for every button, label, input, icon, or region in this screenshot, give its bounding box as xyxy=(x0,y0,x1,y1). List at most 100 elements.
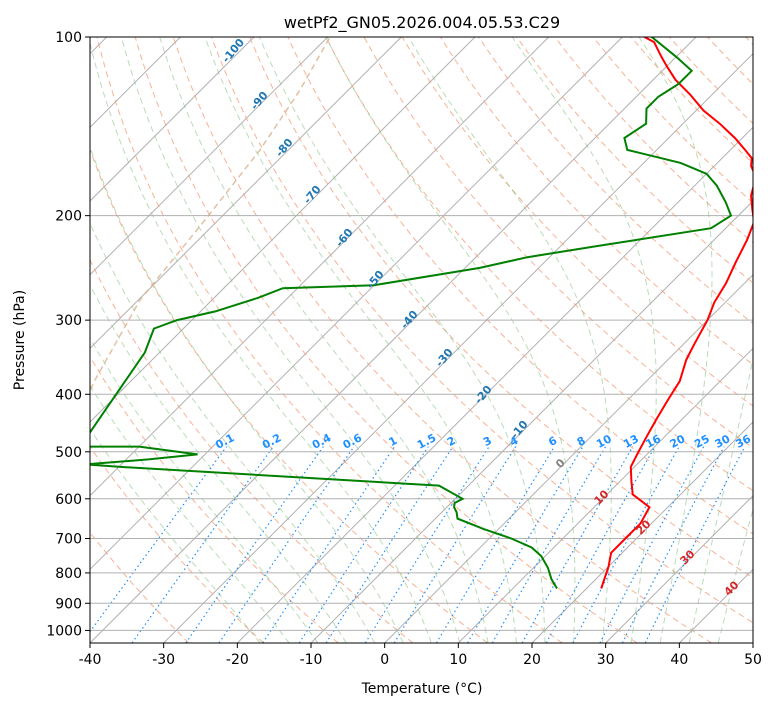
dry-adiabat xyxy=(745,37,753,46)
background-lines xyxy=(90,37,753,643)
mixing-ratio-label: 1 xyxy=(387,434,400,449)
y-tick-label: 700 xyxy=(55,532,82,548)
mixing-ratio-label: 13 xyxy=(621,432,641,451)
chart-title: wetPf2_GN05.2026.004.05.53.C29 xyxy=(284,13,560,33)
dry-adiabat-label: -50 xyxy=(364,268,387,292)
moist-adiabat xyxy=(90,41,432,643)
mixing-ratio-label: 0.2 xyxy=(260,431,283,452)
mixing-ratio-line xyxy=(545,446,656,643)
moist-adiabat xyxy=(90,221,376,643)
isotherm xyxy=(236,126,753,643)
dry-adiabat-label: -60 xyxy=(333,226,356,250)
moist-adiabat xyxy=(90,428,261,643)
x-axis-label: Temperature (°C) xyxy=(361,681,483,697)
y-tick-label: 400 xyxy=(55,387,82,403)
mixing-ratio-line xyxy=(621,446,725,643)
dry-adiabat xyxy=(90,531,190,643)
dry-adiabat-label: -20 xyxy=(472,383,495,407)
dry-adiabat xyxy=(478,37,753,325)
x-tick-label: -20 xyxy=(226,652,249,668)
mixing-ratio-line xyxy=(364,446,490,643)
mixing-ratio-line xyxy=(572,446,680,643)
line-labels: 0.1 0.2 0.4 0.6 1 1.5 2 3 4 6 8 10 13 16 20 25 30 36-100-… xyxy=(213,36,753,599)
dry-adiabat-label: -80 xyxy=(273,136,296,160)
mixing-ratio-label: 10 xyxy=(594,432,614,451)
mixing-ratio-line xyxy=(90,446,228,633)
dry-adiabat xyxy=(516,37,753,284)
x-tick-label: -30 xyxy=(152,652,175,668)
x-tick-label: 40 xyxy=(670,652,688,668)
temperature-profile xyxy=(600,37,753,589)
dry-adiabat xyxy=(90,445,264,643)
dry-adiabat xyxy=(249,37,753,579)
x-tick-label: -10 xyxy=(300,652,323,668)
dry-adiabat xyxy=(401,37,753,407)
isotherm xyxy=(457,347,753,643)
moist-adiabat xyxy=(90,283,347,643)
moist-adiabat xyxy=(90,337,319,643)
dry-adiabat xyxy=(630,37,753,164)
moist-adiabat-label: 10 xyxy=(592,487,612,507)
isotherm xyxy=(90,37,476,423)
mixing-ratio-line xyxy=(185,446,324,643)
dry-adiabat-label: -100 xyxy=(219,36,247,66)
dry-adiabat xyxy=(172,37,712,643)
dry-adiabat xyxy=(90,148,488,643)
mixing-ratio-label: 0.4 xyxy=(310,431,334,452)
isotherm xyxy=(90,37,329,276)
dry-adiabat xyxy=(90,355,339,643)
moist-adiabat-label: 30 xyxy=(678,547,698,567)
moist-adiabat xyxy=(408,37,612,643)
mixing-ratio-label: 16 xyxy=(643,432,663,451)
y-axis-ticks: 100 200 300 400 500 600 700 800 900 1000 xyxy=(46,30,90,639)
dry-adiabat xyxy=(211,37,753,624)
mixing-ratio-label: 25 xyxy=(692,432,712,451)
moist-adiabat xyxy=(688,356,753,643)
profiles xyxy=(90,37,753,590)
dry-adiabat xyxy=(363,37,753,449)
mixing-ratio-label: 20 xyxy=(668,432,688,451)
isotherm xyxy=(90,37,623,571)
dry-adiabat xyxy=(90,258,414,643)
moist-adiabat xyxy=(717,507,753,643)
mixing-ratio-line xyxy=(393,446,517,643)
isotherm xyxy=(90,37,255,202)
x-tick-label: 20 xyxy=(523,652,541,668)
y-tick-label: 300 xyxy=(55,313,82,329)
y-tick-label: 800 xyxy=(55,566,82,582)
mixing-ratio-line xyxy=(262,446,396,643)
mixing-ratio-label: 1.5 xyxy=(415,431,438,452)
moist-adiabat xyxy=(638,37,713,643)
isotherm xyxy=(90,37,402,350)
dry-adiabat-label: -30 xyxy=(433,346,456,370)
dewpoint-profile xyxy=(90,37,733,590)
dry-adiabat xyxy=(134,37,638,643)
isotherm xyxy=(678,568,753,643)
x-tick-label: -40 xyxy=(79,652,102,668)
moist-adiabat xyxy=(258,37,546,643)
mixing-ratio-line xyxy=(491,446,607,643)
y-tick-label: 200 xyxy=(55,209,82,225)
mixing-ratio-label: 0.6 xyxy=(341,431,365,452)
mixing-ratio-label: 6 xyxy=(546,434,559,449)
dry-adiabat-label: -90 xyxy=(248,89,271,113)
isotherm xyxy=(163,52,753,643)
isotherm xyxy=(310,200,753,643)
moist-adiabat-label: 40 xyxy=(722,578,742,598)
isotherm xyxy=(384,273,753,643)
dry-adiabat xyxy=(96,37,563,643)
y-tick-label: 100 xyxy=(55,30,82,46)
isotherm xyxy=(752,642,753,643)
moist-adiabat xyxy=(204,37,517,643)
dry-adiabat xyxy=(592,37,753,204)
y-tick-label: 600 xyxy=(55,492,82,508)
x-tick-label: 50 xyxy=(744,652,762,668)
mixing-ratio-line xyxy=(644,446,746,643)
moist-adiabat xyxy=(90,145,404,643)
x-axis-ticks: -40 -30 -20 -10 0 10 20 30 40 50 xyxy=(79,643,762,668)
dry-adiabat-label: -40 xyxy=(398,308,421,332)
y-tick-label: 500 xyxy=(55,445,82,461)
moist-adiabat xyxy=(325,37,576,643)
mixing-ratio-label: 36 xyxy=(733,432,753,451)
isotherm xyxy=(605,494,753,643)
